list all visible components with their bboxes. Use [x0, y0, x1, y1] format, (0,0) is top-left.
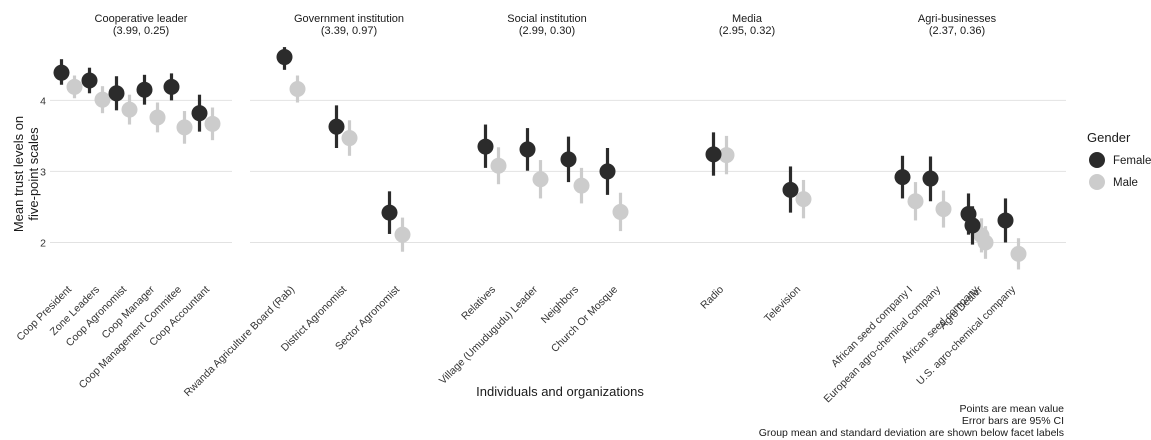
male-point [718, 147, 735, 164]
male-point [1010, 245, 1027, 262]
male-point [795, 191, 812, 208]
category-group: Radio [698, 132, 735, 312]
female-point [477, 138, 494, 155]
y-axis-title-line-1: Mean trust levels on [11, 116, 26, 232]
female-point [782, 181, 799, 198]
legend-male-label: Male [1113, 177, 1138, 189]
x-tick-label: Church Or Mosque [549, 284, 620, 355]
facet-stats: (2.37, 0.36) [929, 25, 985, 37]
category-group: Relatives [459, 124, 507, 323]
facet-title: Government institution [294, 13, 404, 25]
category-group: Church Or Mosque [549, 147, 629, 355]
y-axis-title: Mean trust levels on five-point scales [11, 116, 41, 232]
facet-stats: (2.99, 0.30) [519, 25, 575, 37]
facet-1: Government institution(3.39, 0.97)Rwanda… [182, 13, 448, 399]
facet-stats: (3.99, 0.25) [113, 25, 169, 37]
female-point [599, 163, 616, 180]
facet-4: Agri-businesses(2.37, 0.36) African seed … [822, 13, 1066, 405]
facet-title: Agri-businesses [918, 13, 997, 25]
category-group: Neighbors [539, 136, 590, 326]
female-point [964, 217, 981, 234]
y-axis-title-line-2: five-point scales [26, 127, 41, 221]
male-point [176, 119, 193, 136]
male-point [935, 201, 952, 218]
legend-title: Gender [1087, 130, 1131, 145]
male-point [204, 115, 221, 132]
legend-male-key [1089, 174, 1105, 190]
legend: Gender Female Male [1087, 130, 1151, 190]
caption-line-1: Points are mean value [960, 403, 1065, 415]
female-point [519, 141, 536, 158]
female-point [922, 170, 939, 187]
female-point [997, 212, 1014, 229]
facet-title: Cooperative leader [95, 13, 188, 25]
female-point [53, 64, 70, 81]
male-point [289, 81, 306, 98]
female-point [276, 49, 293, 66]
female-point [381, 204, 398, 221]
caption: Points are mean value Error bars are 95%… [759, 403, 1064, 439]
female-point [560, 151, 577, 168]
male-point [907, 193, 924, 210]
x-tick-label: Television [762, 284, 803, 325]
female-point [108, 85, 125, 102]
female-point [163, 78, 180, 95]
facet-stats: (3.39, 0.97) [321, 25, 377, 37]
x-tick-label: Relatives [459, 284, 498, 323]
male-point [394, 226, 411, 243]
y-tick-label: 3 [40, 166, 46, 178]
caption-line-3: Group mean and standard deviation are sh… [759, 427, 1064, 439]
legend-female-key [1089, 152, 1105, 168]
female-point [328, 118, 345, 135]
male-point [149, 109, 166, 126]
category-group: Television [762, 166, 812, 325]
male-point [977, 234, 994, 251]
male-point [573, 177, 590, 194]
male-point [341, 130, 358, 147]
male-point [66, 78, 83, 95]
female-point [894, 169, 911, 186]
facet-stats: (2.95, 0.32) [719, 25, 775, 37]
male-point [532, 171, 549, 188]
facet-title: Media [732, 13, 763, 25]
facet-3: Media(2.95, 0.32) Radio Television [646, 13, 848, 325]
y-tick-label: 4 [40, 95, 46, 107]
male-point [94, 91, 111, 108]
female-point [191, 105, 208, 122]
female-point [81, 72, 98, 89]
y-tick-label: 2 [40, 237, 46, 249]
category-group: Sector Agronomist [333, 191, 411, 353]
male-point [490, 157, 507, 174]
facet-title: Social institution [507, 13, 587, 25]
x-axis-title: Individuals and organizations [476, 384, 644, 399]
male-point [612, 203, 629, 220]
category-group: African seed company I [829, 155, 924, 370]
legend-female-label: Female [1113, 155, 1151, 167]
facet-2: Social institution(2.99, 0.30)RelativesV… [437, 13, 646, 387]
female-point [136, 81, 153, 98]
x-tick-label: Radio [698, 284, 726, 312]
male-point [121, 101, 138, 118]
category-group: District Agronomist [279, 105, 358, 354]
female-point [705, 146, 722, 163]
category-group: Coop Management Commitee [77, 73, 193, 391]
caption-line-2: Error bars are 95% CI [962, 415, 1064, 427]
